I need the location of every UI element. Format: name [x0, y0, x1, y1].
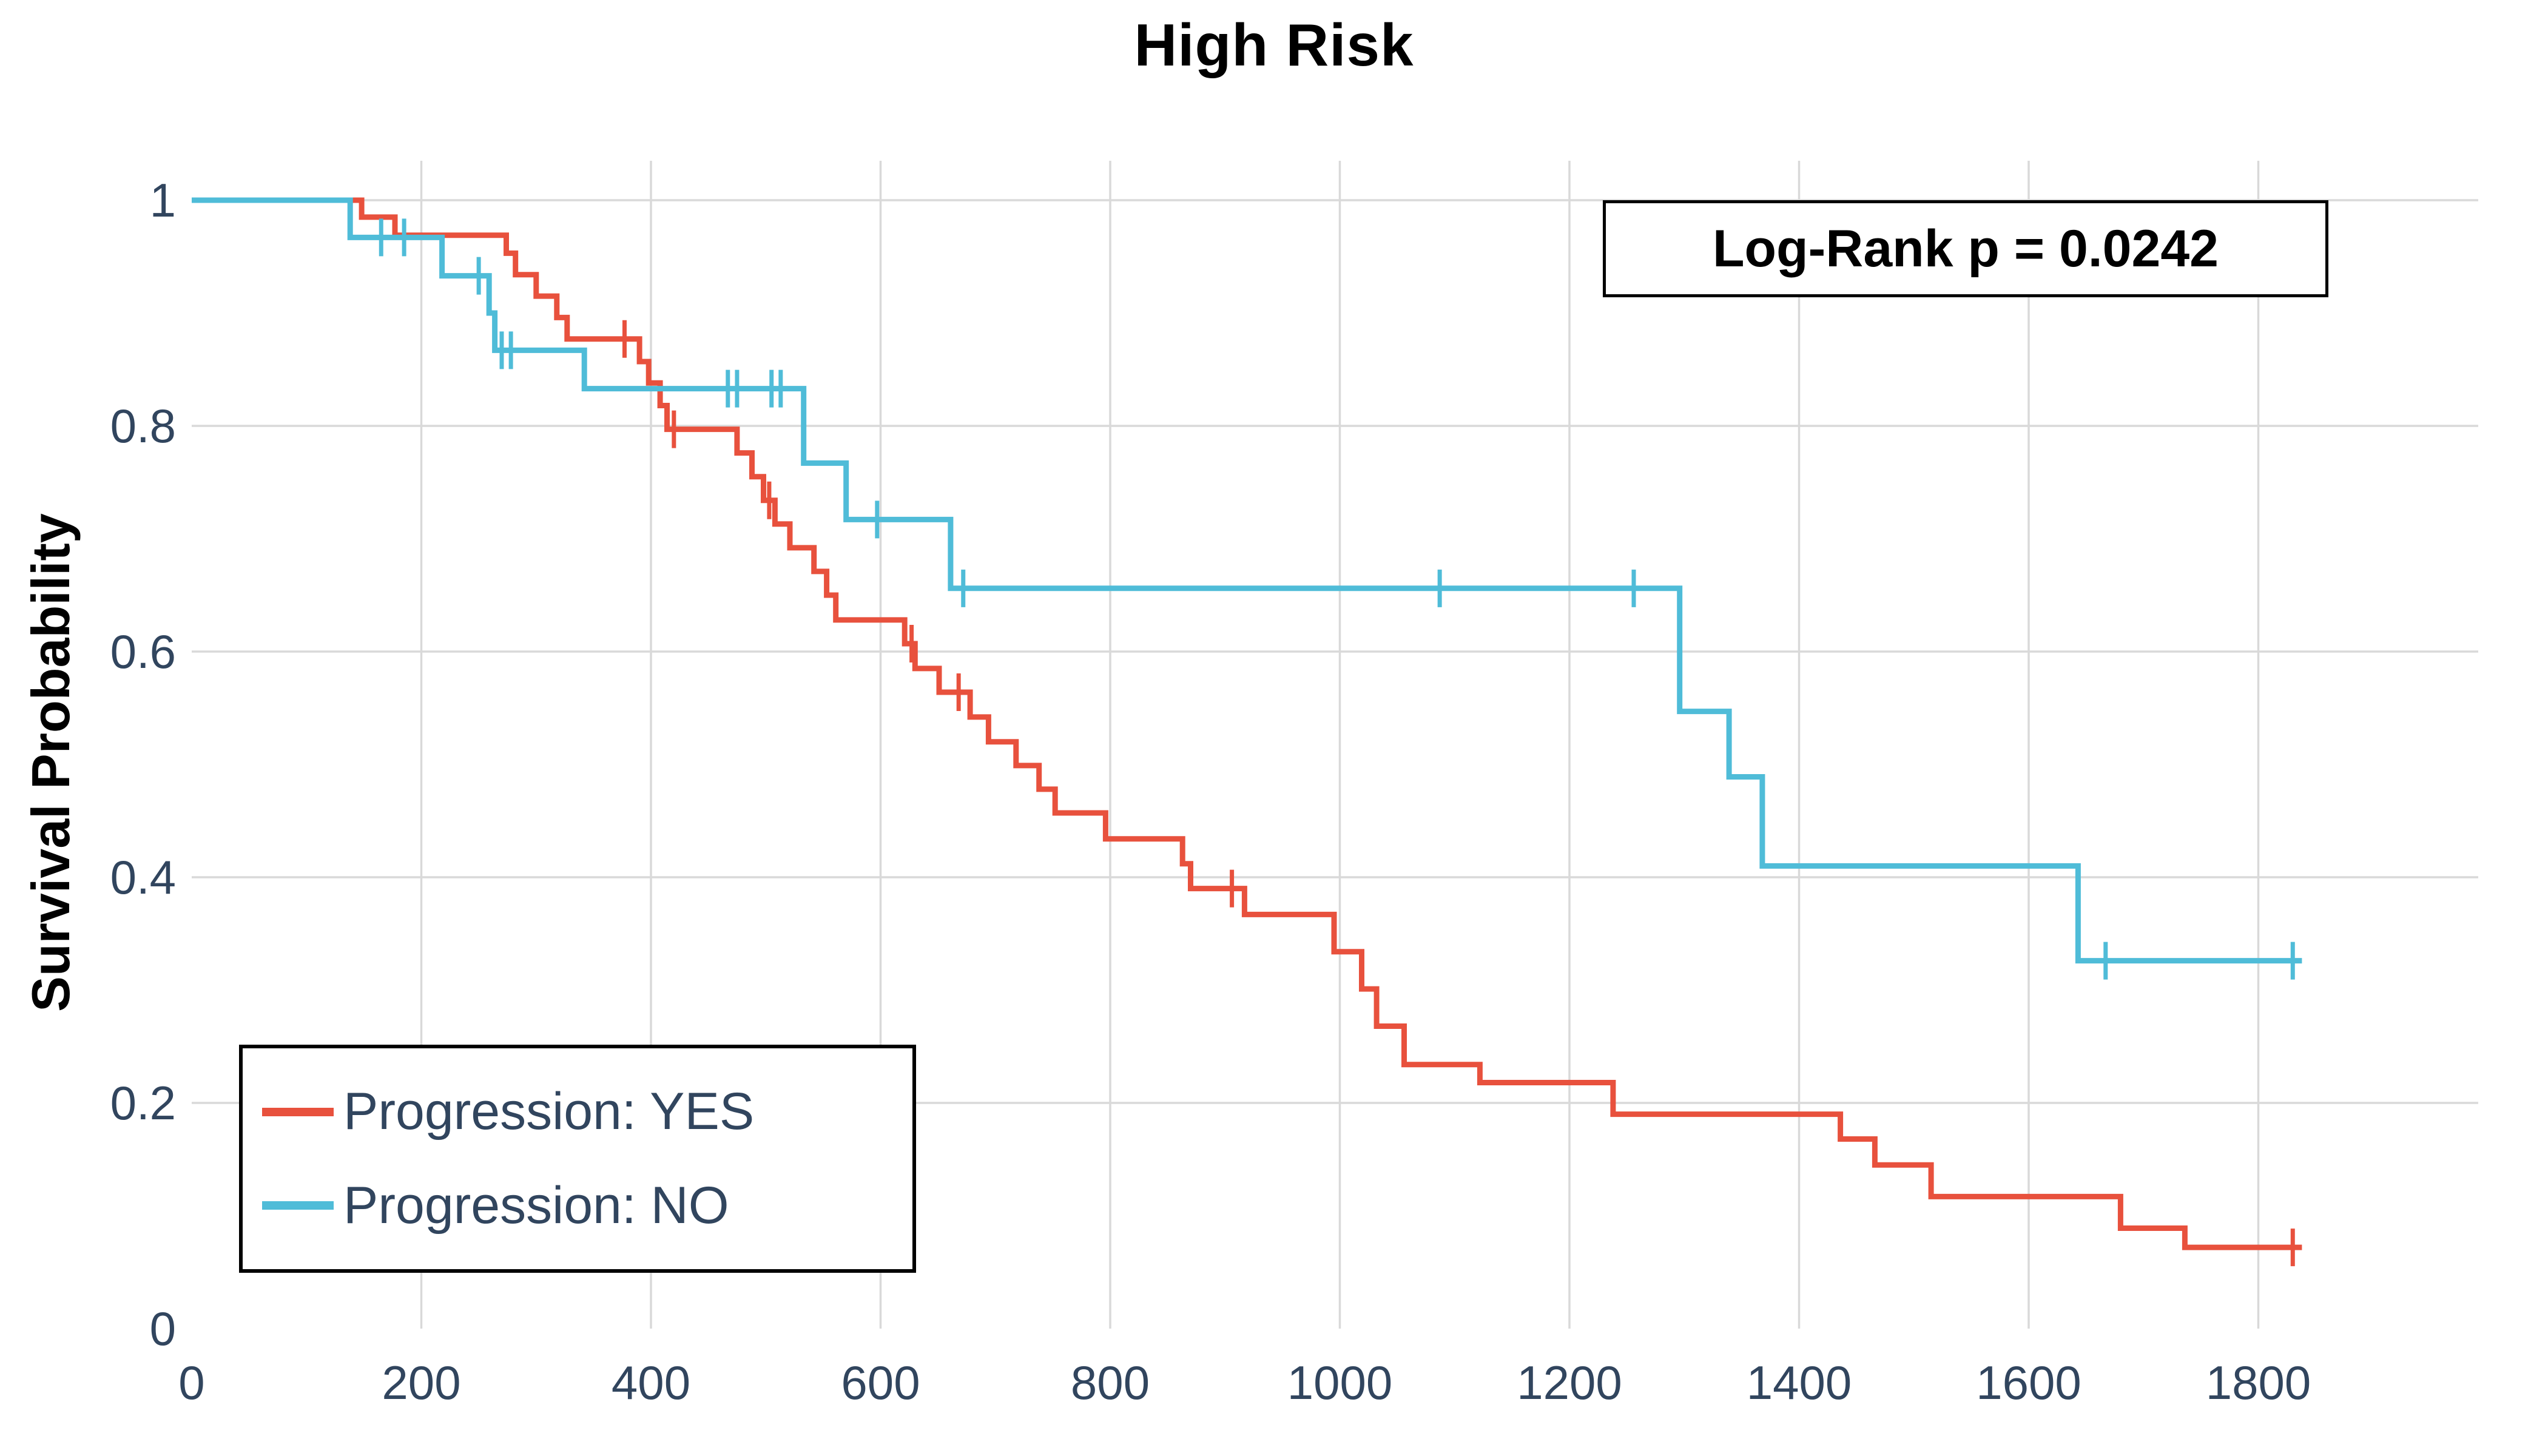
- km-curve-progression-no: [192, 197, 2302, 964]
- x-tick-label: 200: [382, 1356, 461, 1409]
- legend-item-no: Progression: NO: [262, 1176, 912, 1236]
- y-tick-label: 0: [149, 1302, 176, 1355]
- legend-label-yes: Progression: YES: [343, 1082, 755, 1141]
- legend: Progression: YES Progression: NO: [239, 1045, 916, 1273]
- x-tick-label: 1600: [1976, 1356, 2081, 1409]
- y-tick-label: 0.8: [110, 399, 176, 453]
- y-tick-label: 1: [149, 174, 176, 227]
- y-tick-label: 0.4: [110, 851, 176, 904]
- x-tick-label: 1000: [1287, 1356, 1393, 1409]
- legend-label-no: Progression: NO: [343, 1176, 729, 1235]
- x-tick-label: 1800: [2205, 1356, 2311, 1409]
- x-tick-label: 0: [178, 1356, 205, 1409]
- gridlines: [192, 161, 2478, 1329]
- x-tick-label: 1200: [1517, 1356, 1622, 1409]
- x-tick-label: 600: [841, 1356, 920, 1409]
- x-tick-label: 1400: [1746, 1356, 1852, 1409]
- legend-swatch-no: [262, 1201, 334, 1210]
- legend-item-yes: Progression: YES: [262, 1082, 912, 1142]
- logrank-annotation-text: Log-Rank p = 0.0242: [1712, 219, 2219, 278]
- y-tick-label: 0.6: [110, 625, 176, 678]
- x-tick-label: 800: [1070, 1356, 1150, 1409]
- y-tick-label: 0.2: [110, 1076, 176, 1130]
- legend-swatch-yes: [262, 1107, 334, 1116]
- logrank-annotation-box: Log-Rank p = 0.0242: [1603, 200, 2328, 297]
- x-tick-label: 400: [611, 1356, 691, 1409]
- survival-curves: [192, 197, 2302, 1267]
- km-curve-progression-yes: [192, 197, 2302, 1250]
- page-title: High Risk: [1134, 12, 1414, 78]
